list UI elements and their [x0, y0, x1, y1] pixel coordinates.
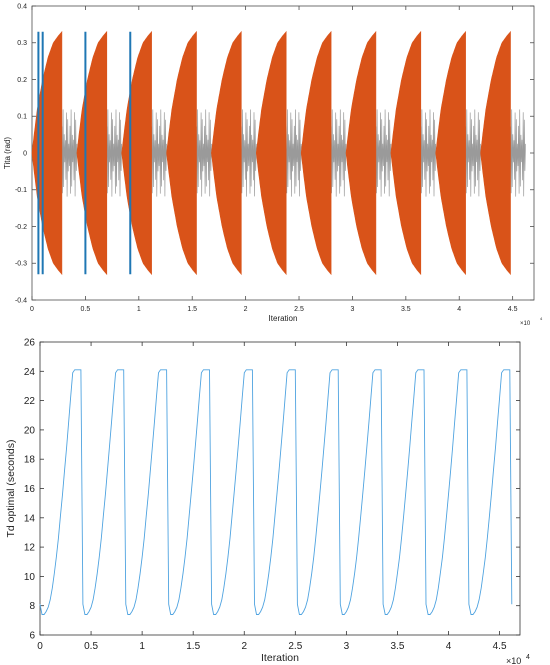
x-multiplier-label: ×10 — [506, 656, 521, 665]
y-tick-label: 0.2 — [17, 77, 27, 84]
gray-oscillation — [106, 109, 123, 197]
x-tick-label: 3 — [344, 641, 350, 652]
gray-oscillation — [240, 109, 257, 197]
x-multiplier-exponent: 4 — [540, 316, 543, 321]
x-axis-label: Iteration — [261, 652, 299, 664]
orange-oscillation-block — [76, 30, 108, 276]
orange-oscillation-block — [435, 30, 466, 276]
y-tick-label: 16 — [24, 484, 36, 495]
y-tick-label: -0.1 — [15, 187, 27, 194]
y-tick-label: 6 — [29, 631, 35, 642]
orange-oscillation-block — [255, 30, 287, 276]
tita-chart: 0 0.5 1 1.5 2 2.5 3 3.5 4 4.5 -0.4 -0.3 -0.2 -0.1 0 0.1… — [3, 3, 543, 327]
x-tick-label: 3.5 — [390, 641, 404, 652]
x-tick-label: 0 — [30, 306, 34, 313]
gray-oscillation — [330, 109, 347, 197]
x-tick-label: 2.5 — [288, 641, 302, 652]
y-tick-label: -0.3 — [15, 261, 27, 268]
x-tick-label: 3.5 — [401, 306, 411, 313]
gray-oscillation — [510, 109, 526, 197]
x-tick-label: 4 — [457, 306, 461, 313]
y-tick-label: 20 — [24, 425, 36, 436]
y-tick-label: 24 — [24, 367, 36, 378]
x-tick-label: 2.5 — [294, 306, 304, 313]
gray-oscillation — [151, 109, 167, 197]
orange-oscillation-block — [390, 30, 422, 276]
orange-oscillation-block — [345, 30, 377, 276]
x-tick-label: 3 — [350, 306, 354, 313]
y-tick-label: -0.4 — [15, 297, 27, 304]
y-tick-label: 8 — [29, 601, 35, 612]
plot-area — [39, 341, 521, 636]
gray-oscillation — [420, 109, 437, 197]
tita-series — [31, 30, 526, 276]
x-tick-label: 0.5 — [84, 641, 98, 652]
x-multiplier-exponent: 4 — [526, 654, 530, 661]
x-tick-label: 2 — [244, 306, 248, 313]
y-tick-label: 26 — [24, 338, 36, 349]
x-tick-label: 4 — [446, 641, 452, 652]
gray-oscillation — [196, 109, 212, 197]
x-axis-label: Iteration — [269, 314, 298, 323]
td-optimal-chart: 0 0.5 1 1.5 2 2.5 3 3.5 4 4.5 6 8 10 12 14 16 18 20 22 24 26… — [5, 338, 530, 665]
orange-oscillation-block — [300, 30, 332, 276]
x-tick-label: 0 — [37, 641, 43, 652]
x-tick-label: 4.5 — [508, 306, 518, 313]
x-tick-label: 2 — [241, 641, 247, 652]
y-tick-label: -0.2 — [15, 224, 27, 231]
y-tick-label: 0.3 — [17, 40, 27, 47]
y-axis-label: Td optimal (seconds) — [5, 439, 17, 537]
y-tick-label: 0.4 — [17, 3, 27, 10]
y-axis-label: Tita (rad) — [3, 137, 12, 169]
x-multiplier-label: ×10 — [520, 321, 531, 327]
x-tick-label: 4.5 — [493, 641, 507, 652]
gray-oscillation — [465, 109, 481, 197]
x-tick-label: 1.5 — [186, 641, 200, 652]
x-tick-label: 1 — [137, 306, 141, 313]
y-tick-label: 12 — [24, 543, 36, 554]
y-tick-label: 18 — [24, 455, 36, 466]
x-tick-label: 1.5 — [187, 306, 197, 313]
x-tick-label: 1 — [139, 641, 145, 652]
orange-oscillation-block — [211, 30, 242, 276]
y-tick-label: 22 — [24, 396, 36, 407]
y-tick-label: 0.1 — [17, 114, 27, 121]
gray-oscillation — [61, 109, 78, 197]
td-optimal-series — [39, 369, 513, 615]
gray-oscillation — [285, 109, 302, 197]
y-tick-label: 10 — [24, 572, 36, 583]
y-tick-label: 14 — [24, 513, 36, 524]
orange-oscillation-block — [166, 30, 197, 276]
y-tick-label: 0 — [23, 150, 27, 157]
orange-oscillation-block — [121, 30, 152, 276]
orange-oscillation-block — [480, 30, 511, 276]
gray-oscillation — [375, 109, 392, 197]
x-tick-label: 0.5 — [81, 306, 91, 313]
